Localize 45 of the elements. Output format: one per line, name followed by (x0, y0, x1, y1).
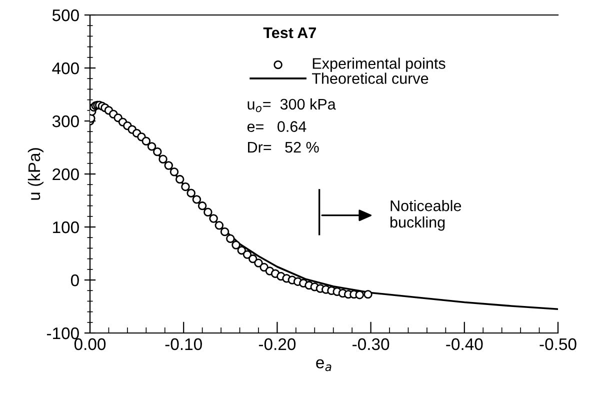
point (364, 290, 372, 299)
point (242, 250, 252, 259)
legend-label: Theoretical curve (312, 72, 428, 84)
y-tick-label: 0 (70, 274, 79, 286)
point (192, 195, 202, 204)
point (355, 290, 364, 300)
point (175, 174, 184, 184)
point (153, 147, 162, 156)
x-tick-label: -0.20 (258, 338, 296, 350)
x-tick-label: -0.50 (540, 338, 576, 350)
point (204, 208, 212, 217)
point (142, 136, 151, 146)
point (164, 161, 173, 170)
point (181, 182, 190, 192)
y-tick-label: 200 (52, 168, 79, 180)
legend-label: Experimental points (312, 58, 446, 72)
y-tick-label: 500 (52, 9, 79, 22)
point (198, 201, 207, 210)
annotation: e= 0.64 (247, 121, 306, 132)
y-tick-label: 300 (52, 115, 79, 128)
point (209, 214, 218, 223)
point (232, 240, 240, 250)
y-tick-label: -100 (46, 327, 79, 340)
x-axis-title: e$_{a}$ (316, 359, 332, 372)
y-axis-title: u (kPa) (28, 148, 44, 200)
x-tick-label: -0.30 (352, 338, 390, 350)
x-tick-label: -0.10 (165, 338, 202, 350)
y-tick-label: 400 (52, 62, 79, 74)
point (220, 227, 230, 236)
annotation: Dr= 52 % (248, 142, 319, 153)
point (226, 234, 235, 244)
annotation: u$_{o}$= 300 kPa (248, 98, 336, 112)
y-tick-label: 100 (53, 221, 79, 234)
point (248, 254, 258, 264)
x-tick-label: 0.00 (74, 338, 106, 350)
x-tick-label: -0.40 (446, 338, 483, 350)
point (214, 221, 224, 230)
point (237, 246, 246, 255)
point (147, 142, 156, 151)
point (170, 168, 179, 176)
point (254, 258, 263, 268)
point (186, 188, 196, 198)
annotation: Noticeable buckling (390, 200, 462, 231)
point (158, 154, 168, 164)
annotation: Test A7 (263, 28, 316, 38)
